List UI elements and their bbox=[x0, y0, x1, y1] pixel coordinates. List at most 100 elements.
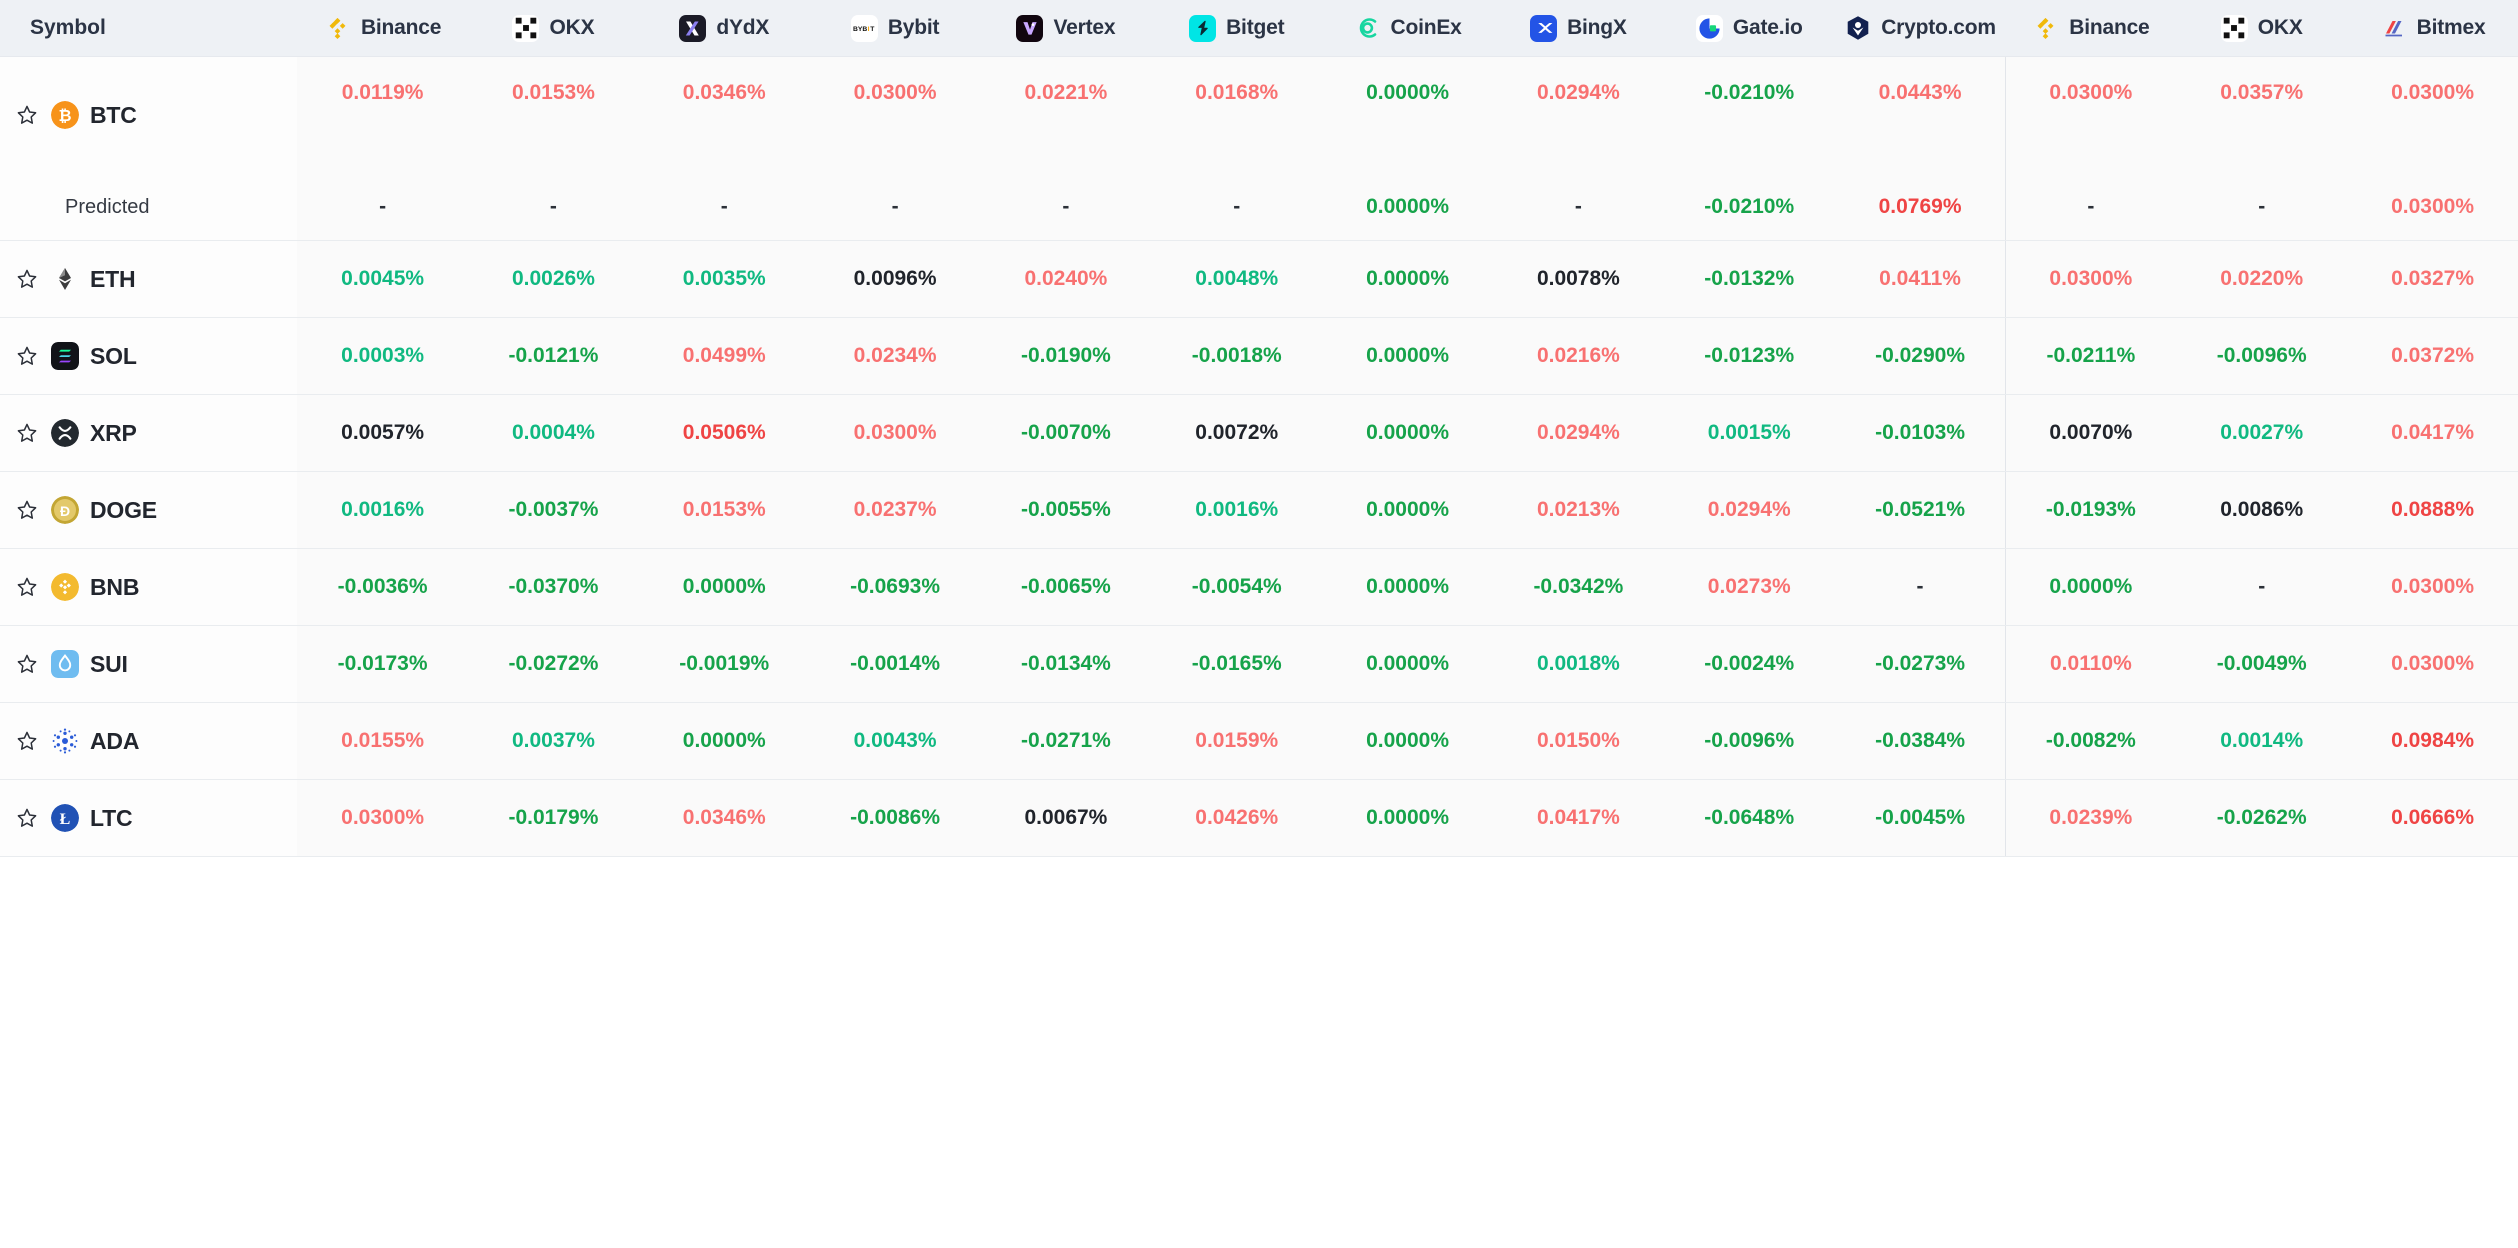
rate-cell[interactable]: -0.0123% bbox=[1663, 317, 1835, 395]
rate-cell[interactable]: 0.0216% bbox=[1492, 317, 1664, 395]
rate-cell[interactable]: 0.0000% bbox=[1322, 548, 1493, 626]
rate-cell[interactable]: 0.0346% bbox=[638, 779, 810, 857]
rate-cell[interactable]: 0.0499% bbox=[638, 317, 810, 395]
rate-cell[interactable]: 0.0150% bbox=[1492, 702, 1664, 780]
rate-cell[interactable]: 0.0300% bbox=[2347, 548, 2518, 626]
rate-cell[interactable]: 0.0015% bbox=[1663, 394, 1835, 472]
rate-cell[interactable]: -0.0045% bbox=[1834, 779, 2006, 857]
rate-cell[interactable]: -0.0019% bbox=[638, 625, 810, 703]
rate-cell[interactable]: 0.0000% bbox=[1322, 625, 1493, 703]
rate-cell[interactable]: 0.0159% bbox=[1151, 702, 1323, 780]
table-row[interactable]: ADA 0.0155% 0.0037% 0.0000% 0.0043% -0.0271% 0… bbox=[0, 702, 2518, 780]
rate-cell[interactable]: 0.0000% bbox=[1322, 240, 1493, 318]
rate-cell[interactable]: 0.0443% bbox=[1834, 56, 2006, 174]
column-header-okx-11[interactable]: OKX bbox=[2176, 0, 2348, 56]
rate-cell[interactable]: 0.0004% bbox=[468, 394, 639, 472]
rate-cell[interactable]: -0.0049% bbox=[2176, 625, 2348, 703]
rate-cell[interactable]: -0.0132% bbox=[1663, 240, 1835, 318]
column-header-binance-10[interactable]: Binance bbox=[2005, 0, 2177, 56]
rate-cell[interactable]: 0.0327% bbox=[2347, 240, 2518, 318]
rate-cell[interactable]: 0.0666% bbox=[2347, 779, 2518, 857]
rate-cell[interactable]: -0.0211% bbox=[2005, 317, 2177, 395]
favorite-star-icon[interactable] bbox=[14, 728, 40, 754]
rate-cell[interactable]: 0.0000% bbox=[1322, 779, 1493, 857]
column-header-dydx-2[interactable]: dYdX bbox=[638, 0, 810, 56]
rate-cell[interactable]: 0.0237% bbox=[809, 471, 981, 549]
rate-cell[interactable]: 0.0221% bbox=[980, 56, 1152, 174]
rate-cell[interactable]: -0.0273% bbox=[1834, 625, 2006, 703]
rate-cell[interactable]: -0.0190% bbox=[980, 317, 1152, 395]
favorite-star-icon[interactable] bbox=[14, 651, 40, 677]
rate-cell[interactable]: 0.0417% bbox=[1492, 779, 1664, 857]
rate-cell[interactable]: -0.0173% bbox=[297, 625, 469, 703]
column-header-coinex-6[interactable]: CoinEx bbox=[1322, 0, 1493, 56]
rate-cell[interactable]: 0.0239% bbox=[2005, 779, 2177, 857]
rate-cell[interactable]: 0.0346% bbox=[638, 56, 810, 174]
rate-cell[interactable]: 0.0067% bbox=[980, 779, 1152, 857]
rate-cell[interactable]: 0.0240% bbox=[980, 240, 1152, 318]
rate-cell[interactable]: 0.0027% bbox=[2176, 394, 2348, 472]
rate-cell[interactable]: -0.0037% bbox=[468, 471, 639, 549]
rate-cell[interactable]: 0.0984% bbox=[2347, 702, 2518, 780]
column-header-cryptocom-9[interactable]: Crypto.com bbox=[1834, 0, 2006, 56]
table-row[interactable]: Ð DOGE 0.0016% -0.0037% 0.0153% 0.0237% -0.005… bbox=[0, 471, 2518, 549]
column-header-bybit-3[interactable]: BYB I T Bybit bbox=[809, 0, 981, 56]
rate-cell[interactable]: -0.0384% bbox=[1834, 702, 2006, 780]
rate-cell[interactable]: 0.0213% bbox=[1492, 471, 1664, 549]
rate-cell[interactable]: 0.0357% bbox=[2176, 56, 2348, 174]
rate-cell[interactable]: 0.0300% bbox=[297, 779, 469, 857]
rate-cell[interactable]: 0.0003% bbox=[297, 317, 469, 395]
table-row[interactable]: XRP 0.0057% 0.0004% 0.0506% 0.0300% -0.0070% 0… bbox=[0, 394, 2518, 472]
rate-cell[interactable]: 0.0045% bbox=[297, 240, 469, 318]
rate-cell[interactable]: -0.0103% bbox=[1834, 394, 2006, 472]
rate-cell[interactable]: -0.0065% bbox=[980, 548, 1152, 626]
rate-cell[interactable]: 0.0119% bbox=[297, 56, 469, 174]
rate-cell[interactable]: -0.0521% bbox=[1834, 471, 2006, 549]
rate-cell[interactable]: 0.0096% bbox=[809, 240, 981, 318]
rate-cell[interactable]: 0.0506% bbox=[638, 394, 810, 472]
symbol-cell[interactable]: ₿ BTC bbox=[0, 56, 298, 174]
symbol-cell[interactable]: SUI bbox=[0, 625, 298, 703]
table-row[interactable]: SUI -0.0173% -0.0272% -0.0019% -0.0014% -0.01… bbox=[0, 625, 2518, 703]
rate-cell[interactable]: 0.0000% bbox=[2005, 548, 2177, 626]
rate-cell[interactable]: -0.0134% bbox=[980, 625, 1152, 703]
rate-cell[interactable]: 0.0426% bbox=[1151, 779, 1323, 857]
rate-cell[interactable]: 0.0417% bbox=[2347, 394, 2518, 472]
rate-cell[interactable]: -0.0082% bbox=[2005, 702, 2177, 780]
rate-cell[interactable]: 0.0273% bbox=[1663, 548, 1835, 626]
rate-cell[interactable]: 0.0048% bbox=[1151, 240, 1323, 318]
column-header-symbol[interactable]: Symbol bbox=[0, 0, 298, 56]
favorite-star-icon[interactable] bbox=[14, 805, 40, 831]
symbol-cell[interactable]: XRP bbox=[0, 394, 298, 472]
rate-cell[interactable]: 0.0000% bbox=[638, 702, 810, 780]
rate-cell[interactable]: -0.0096% bbox=[1663, 702, 1835, 780]
rate-cell[interactable]: 0.0000% bbox=[1322, 317, 1493, 395]
rate-cell[interactable]: -0.0271% bbox=[980, 702, 1152, 780]
rate-cell[interactable]: -0.0036% bbox=[297, 548, 469, 626]
rate-cell[interactable]: -0.0179% bbox=[468, 779, 639, 857]
rate-cell[interactable]: - bbox=[1834, 548, 2006, 626]
rate-cell[interactable]: -0.0014% bbox=[809, 625, 981, 703]
table-row[interactable]: Ł LTC 0.0300% -0.0179% 0.0346% -0.0086% 0.0067… bbox=[0, 779, 2518, 857]
rate-cell[interactable]: -0.0121% bbox=[468, 317, 639, 395]
column-header-okx-1[interactable]: OKX bbox=[468, 0, 639, 56]
rate-cell[interactable]: 0.0888% bbox=[2347, 471, 2518, 549]
rate-cell[interactable]: 0.0155% bbox=[297, 702, 469, 780]
symbol-cell[interactable]: Ł LTC bbox=[0, 779, 298, 857]
rate-cell[interactable]: -0.0165% bbox=[1151, 625, 1323, 703]
rate-cell[interactable]: -0.0370% bbox=[468, 548, 639, 626]
column-header-vertex-4[interactable]: Vertex bbox=[980, 0, 1152, 56]
favorite-star-icon[interactable] bbox=[14, 102, 40, 128]
rate-cell[interactable]: -0.0054% bbox=[1151, 548, 1323, 626]
symbol-cell[interactable]: BNB bbox=[0, 548, 298, 626]
rate-cell[interactable]: 0.0043% bbox=[809, 702, 981, 780]
table-row[interactable]: ETH 0.0045% 0.0026% 0.0035% 0.0096% 0.0240% 0.… bbox=[0, 240, 2518, 318]
column-header-bitget-5[interactable]: Bitget bbox=[1151, 0, 1323, 56]
rate-cell[interactable]: 0.0016% bbox=[297, 471, 469, 549]
symbol-cell[interactable]: SOL bbox=[0, 317, 298, 395]
symbol-cell[interactable]: ADA bbox=[0, 702, 298, 780]
table-row[interactable]: SOL 0.0003% -0.0121% 0.0499% 0.0234% -0.0190%… bbox=[0, 317, 2518, 395]
rate-cell[interactable]: -0.0210% bbox=[1663, 56, 1835, 174]
rate-cell[interactable]: -0.0342% bbox=[1492, 548, 1664, 626]
rate-cell[interactable]: 0.0153% bbox=[638, 471, 810, 549]
